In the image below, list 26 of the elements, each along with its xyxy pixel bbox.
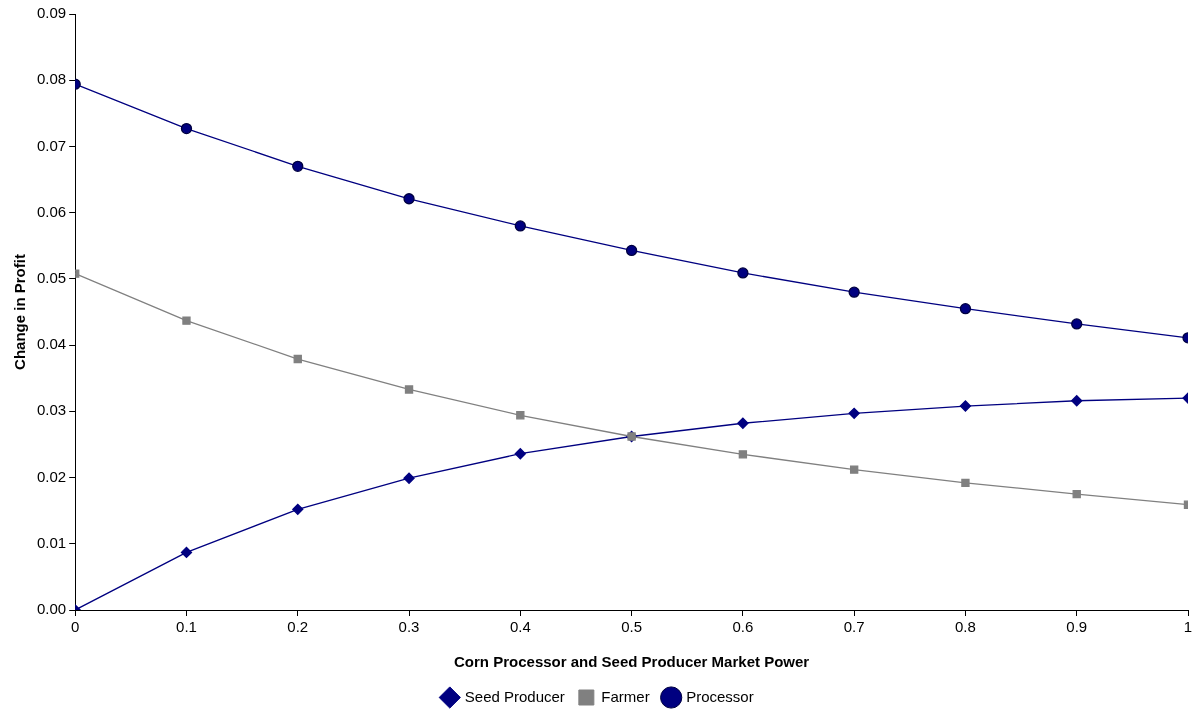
y-tick-label: 0.08	[36, 70, 67, 88]
y-tick-label: 0.07	[36, 136, 67, 154]
x-tick-label: 0.4	[509, 618, 531, 636]
y-tick-label: 0.04	[36, 335, 67, 353]
x-tick-label: 0.3	[398, 618, 420, 636]
x-tick-label: 0.5	[621, 618, 643, 636]
y-axis-title: Change in Profit	[11, 254, 29, 370]
x-tick-label: 0.1	[176, 618, 197, 636]
y-tick-label: 0.06	[36, 202, 67, 220]
legend-label: Farmer	[601, 687, 650, 705]
x-tick-label: 0.6	[732, 618, 754, 636]
y-tick-label: 0.09	[36, 4, 67, 22]
legend-label: Seed Producer	[464, 687, 565, 705]
y-tick-label: 0.00	[36, 600, 67, 618]
x-tick-label: 1	[1183, 618, 1193, 636]
legend-label: Processor	[686, 687, 754, 705]
x-tick-label: 0.8	[955, 618, 976, 636]
x-axis-title: Corn Processor and Seed Producer Market Power	[454, 653, 810, 671]
y-tick-label: 0.05	[36, 269, 67, 287]
x-tick-label: 0.9	[1066, 618, 1088, 636]
x-tick-label: 0.7	[843, 618, 865, 636]
y-tick-label: 0.01	[36, 533, 67, 551]
y-tick-label: 0.03	[36, 401, 67, 419]
x-tick-label: 0.2	[287, 618, 309, 636]
x-tick-label: 0	[71, 618, 80, 636]
y-tick-label: 0.02	[36, 467, 67, 485]
